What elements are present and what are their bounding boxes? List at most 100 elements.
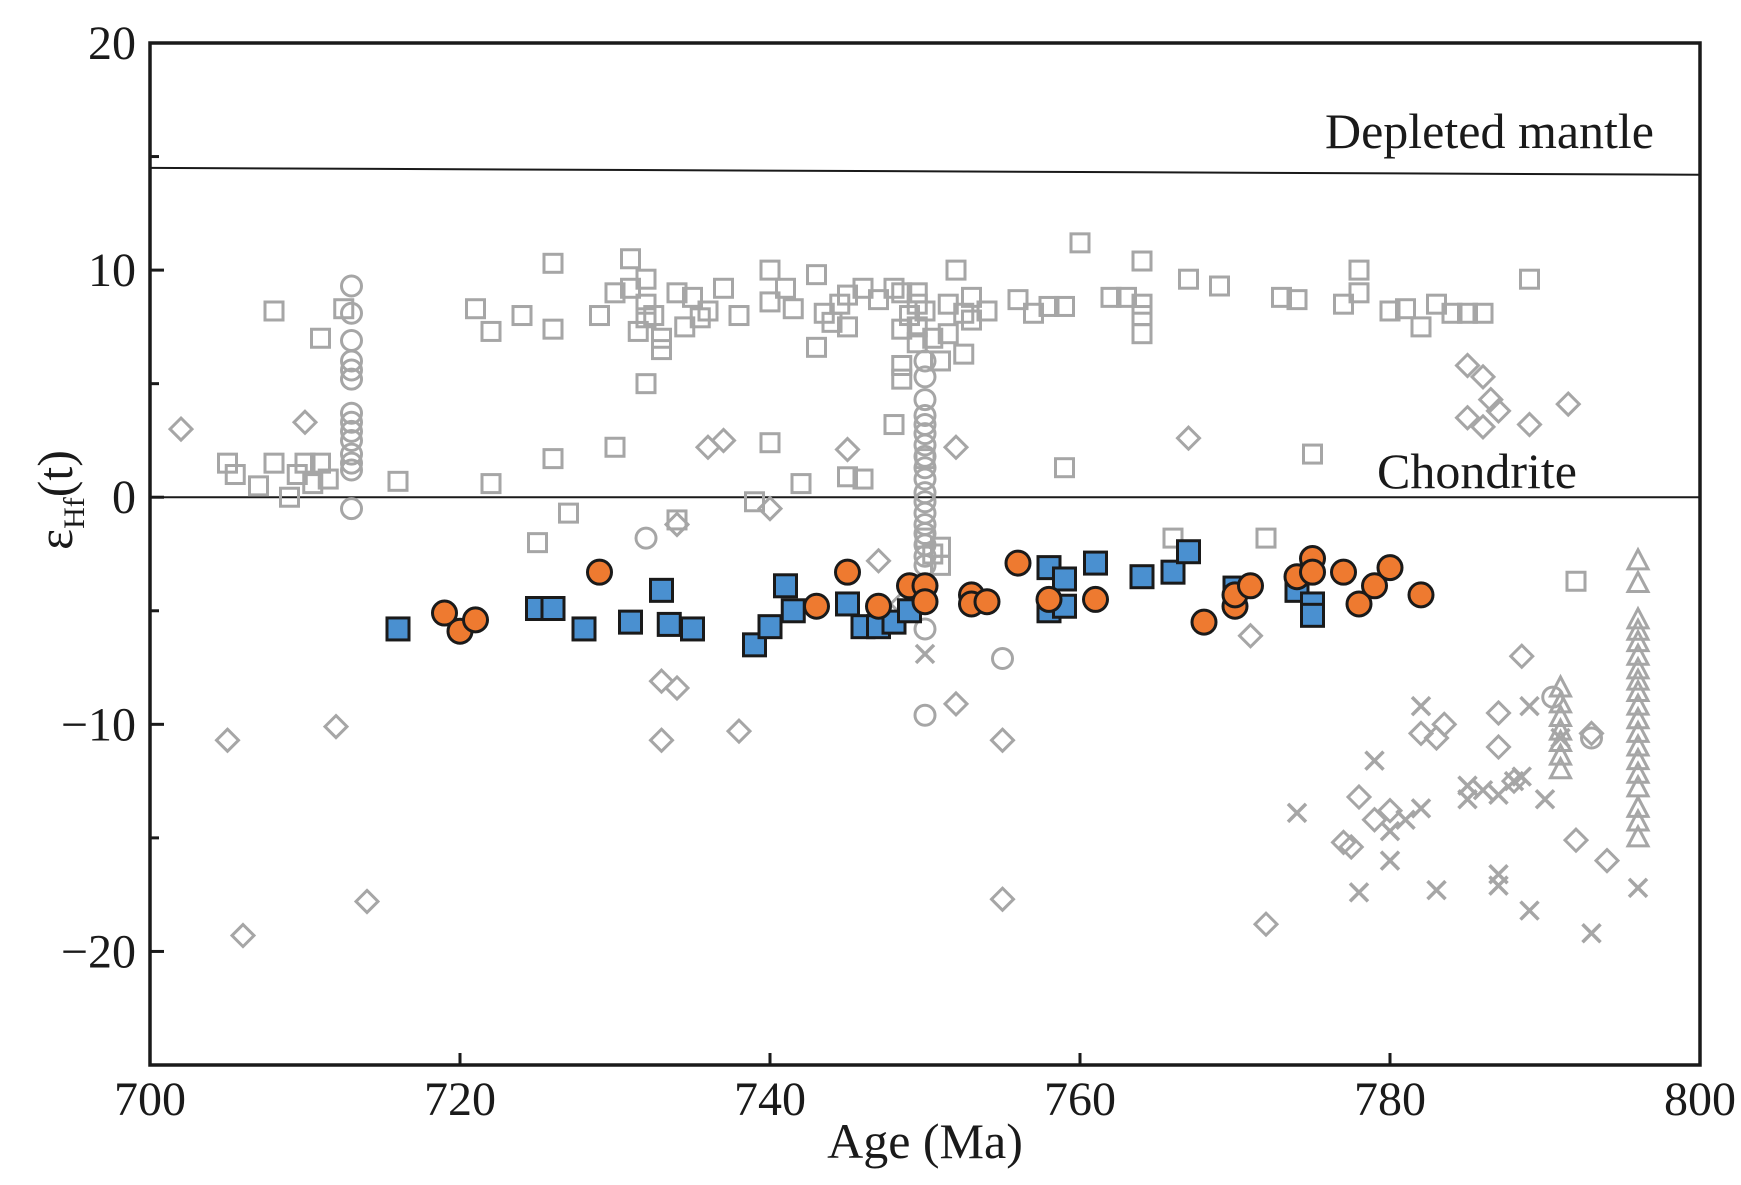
this-study-circles-point — [1330, 558, 1357, 586]
literature-circles-point — [340, 451, 363, 475]
this-study-circles-point — [1035, 585, 1063, 613]
literature-diamonds-point — [1485, 397, 1512, 425]
literature-squares-point — [930, 350, 951, 372]
this-study-squares-point — [780, 598, 806, 624]
literature-crosses-point — [1364, 750, 1385, 771]
literature-squares-point — [806, 336, 827, 358]
literature-circles-point — [340, 497, 363, 521]
plot-frame — [148, 41, 1702, 1067]
literature-diamonds-point — [756, 495, 784, 522]
literature-diamonds-point — [834, 436, 861, 463]
literature-squares-point — [759, 259, 781, 281]
literature-triangles-point — [1548, 703, 1573, 728]
literature-squares-point — [1379, 300, 1401, 322]
literature-squares-point — [1131, 323, 1153, 345]
this-study-squares-point — [1129, 564, 1155, 590]
literature-crosses-point — [1534, 789, 1556, 810]
literature-squares-point — [542, 448, 564, 470]
literature-squares-point — [387, 470, 409, 492]
literature-squares-point — [1565, 570, 1587, 592]
literature-squares-point — [263, 452, 285, 474]
this-study-circles-point — [1237, 572, 1264, 600]
literature-triangles-point — [1625, 546, 1651, 571]
literature-squares-point — [1131, 305, 1153, 327]
literature-squares-point — [1271, 286, 1292, 308]
literature-squares-point — [666, 509, 688, 531]
chondrite-label: Chondrite — [1377, 443, 1577, 499]
literature-squares-point — [635, 373, 657, 395]
literature-squares-point — [891, 282, 913, 304]
literature-squares-point — [782, 298, 804, 320]
this-study-circles-point — [462, 606, 489, 634]
literature-diamonds-point — [214, 727, 241, 754]
literature-diamonds-point — [1237, 622, 1264, 649]
x-tick-label: 780 — [1354, 1073, 1426, 1126]
this-study-circles-point — [586, 558, 613, 586]
literature-squares-point — [1286, 289, 1308, 311]
literature-circles-point — [913, 456, 937, 480]
literature-triangles-point — [1625, 705, 1651, 730]
literature-circles-point — [340, 367, 363, 391]
literature-crosses-point — [1519, 900, 1540, 921]
literature-triangles-point — [1625, 641, 1651, 666]
literature-circles-point — [634, 526, 658, 550]
literature-squares-point — [1457, 302, 1478, 324]
literature-crosses-point — [1511, 766, 1532, 787]
literature-circles-point — [913, 522, 937, 546]
literature-squares-point — [1348, 282, 1370, 304]
literature-triangles-point — [1625, 655, 1651, 680]
this-study-circles-point — [1345, 590, 1373, 618]
this-study-circles-point — [1407, 581, 1435, 609]
literature-diamonds-point — [710, 427, 737, 454]
literature-squares-point — [852, 468, 874, 490]
literature-squares-point — [1100, 286, 1122, 308]
literature-crosses-point — [1627, 877, 1649, 899]
literature-squares-point — [837, 284, 858, 306]
literature-triangles-point — [1625, 823, 1651, 848]
y-axis-title-sub: Hf — [58, 497, 91, 529]
this-study-circles-point — [911, 588, 939, 616]
literature-diamonds-point — [1562, 827, 1590, 854]
literature-squares-point — [837, 316, 858, 338]
literature-crosses-point — [1519, 695, 1540, 717]
literature-squares-point — [891, 368, 913, 390]
literature-circles-point — [340, 301, 363, 325]
literature-circles-point — [913, 433, 937, 457]
literature-crosses-point — [1410, 798, 1432, 819]
literature-circles-point — [991, 646, 1014, 670]
this-study-circles-point — [865, 592, 892, 620]
this-study-squares-point — [835, 591, 860, 617]
literature-triangles-point — [1625, 760, 1651, 784]
literature-squares-point — [651, 339, 672, 361]
this-study-squares-point — [1176, 539, 1201, 565]
literature-diamonds-point — [942, 690, 970, 718]
literature-squares-point — [1023, 302, 1044, 324]
literature-squares-point — [1410, 316, 1432, 338]
literature-squares-point — [1255, 527, 1277, 549]
literature-squares-point — [1116, 286, 1137, 308]
literature-diamonds-point — [1361, 806, 1388, 833]
literature-triangles-point — [1548, 755, 1573, 780]
literature-squares-point — [906, 332, 928, 354]
literature-squares-point — [891, 354, 913, 376]
literature-triangles-point — [1625, 666, 1651, 691]
literature-squares-point — [294, 452, 316, 474]
literature-circles-point — [340, 329, 363, 353]
literature-squares-point — [852, 277, 874, 299]
x-tick-label: 700 — [114, 1073, 186, 1126]
literature-triangles-point — [1625, 732, 1651, 757]
literature-triangles-point — [1548, 689, 1573, 714]
literature-squares-point — [697, 300, 719, 322]
literature-diamonds-point — [1578, 720, 1605, 747]
this-study-squares-point — [773, 573, 798, 599]
literature-diamonds-point — [1469, 363, 1497, 390]
this-study-squares-point — [1052, 566, 1077, 592]
literature-triangles-point — [1548, 741, 1573, 766]
this-study-squares-point — [1083, 550, 1108, 576]
literature-squares-point — [883, 414, 905, 436]
y-axis-title: εHf(t) — [27, 450, 91, 550]
literature-circles-point — [340, 349, 363, 373]
literature-circles-point — [913, 703, 937, 727]
literature-triangles-point — [1625, 746, 1651, 771]
this-study-circles-point — [1361, 572, 1388, 600]
